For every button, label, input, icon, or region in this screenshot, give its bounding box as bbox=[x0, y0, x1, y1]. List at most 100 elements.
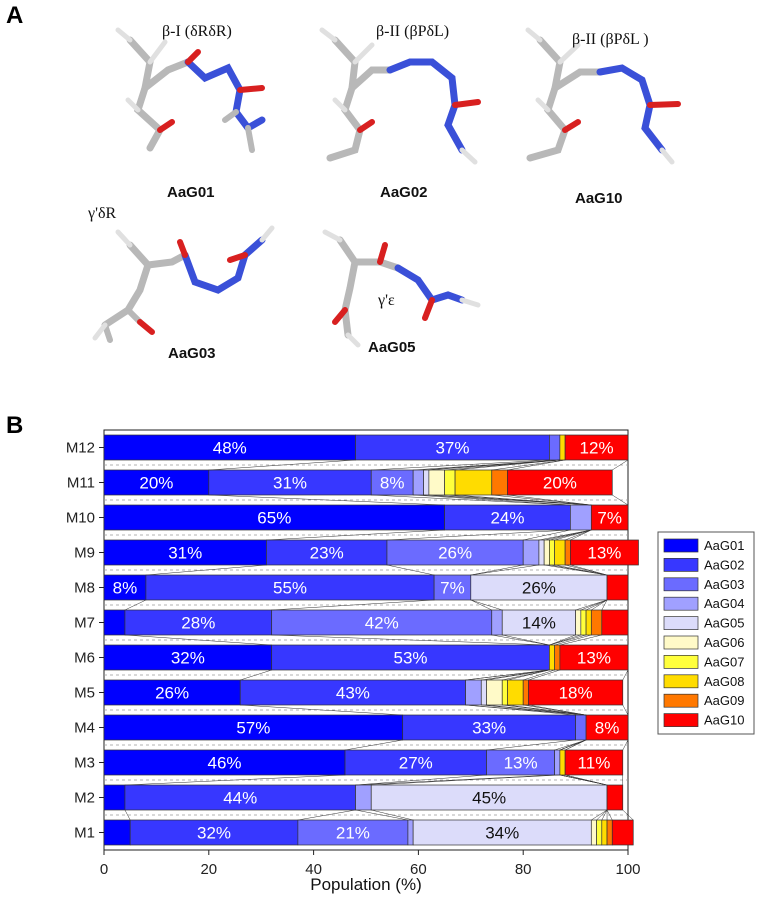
bar-segment-m2-aag10 bbox=[606, 784, 624, 811]
bar-segment-m7-aag05 bbox=[501, 609, 576, 636]
bar-segment-m4-aag03 bbox=[575, 714, 587, 741]
connector-line bbox=[240, 704, 403, 716]
bar-label-m6-aag02: 53% bbox=[394, 649, 428, 668]
bar-segment-m11-aag05 bbox=[423, 469, 430, 496]
panel-b-letter: B bbox=[6, 412, 24, 439]
bar-segment-m9-aag09 bbox=[564, 539, 571, 566]
connector-line bbox=[612, 459, 629, 471]
bar-segment-m11-aag10 bbox=[507, 469, 613, 496]
connector-line bbox=[297, 809, 356, 821]
y-tick-label-m6: M6 bbox=[74, 650, 95, 667]
connector-line bbox=[371, 459, 550, 471]
legend-swatch-aag03 bbox=[663, 577, 699, 592]
bar-label-m10-aag10: 7% bbox=[597, 509, 622, 528]
bar-segment-m7-aag07 bbox=[580, 609, 587, 636]
connector-line bbox=[145, 564, 267, 576]
connector-line bbox=[507, 704, 587, 716]
bar-segment-m8-aag10 bbox=[606, 574, 629, 601]
bar-segment-m9-aag05 bbox=[538, 539, 545, 566]
x-axis-ticks: 0 20 40 60 80 100 bbox=[100, 850, 641, 878]
connector-line bbox=[208, 459, 356, 471]
connector-line bbox=[470, 564, 524, 576]
bar-segment-m5-aag08 bbox=[507, 679, 524, 706]
connector-line bbox=[266, 529, 445, 541]
connector-line bbox=[554, 529, 592, 541]
bar-label-m9-aag01: 31% bbox=[168, 544, 202, 563]
legend-swatch-aag01 bbox=[663, 538, 699, 553]
bar-segment-m12-aag03 bbox=[549, 434, 561, 461]
bar-segment-m3-aag03 bbox=[486, 749, 555, 776]
bar-label-m7-aag02: 28% bbox=[181, 614, 215, 633]
x-tick-label-0: 0 bbox=[100, 861, 108, 878]
legend-label-aag10: AaG10 bbox=[704, 713, 744, 728]
legend-swatch-aag04 bbox=[663, 596, 699, 611]
bar-segment-m5-aag02 bbox=[239, 679, 466, 706]
bar-segment-m11-aag09 bbox=[491, 469, 508, 496]
bar-segment-m9-aag07 bbox=[549, 539, 555, 566]
connector-line bbox=[523, 669, 555, 681]
molecule-aag05 bbox=[322, 229, 481, 348]
connector-line bbox=[271, 599, 435, 611]
bar-label-m12-aag10: 12% bbox=[580, 439, 614, 458]
molecule-aag03 bbox=[92, 225, 275, 343]
molecule-structures: β-I (δRδR) AaG01 β-II (βPδL) AaG02 β-II … bbox=[87, 23, 681, 362]
connector-line bbox=[491, 634, 550, 646]
bar-label-m9-aag03: 26% bbox=[438, 544, 472, 563]
conformation-label-aag10: β-II (βPδL ) bbox=[572, 31, 649, 48]
bar-segment-m5-aag04 bbox=[465, 679, 482, 706]
bar-label-m12-aag02: 37% bbox=[435, 439, 469, 458]
connector-line bbox=[371, 809, 414, 821]
bar-label-m3-aag10: 11% bbox=[578, 754, 611, 773]
bar-label-m8-aag02: 55% bbox=[273, 579, 307, 598]
x-tick-label-60: 60 bbox=[410, 861, 427, 878]
connector-line bbox=[622, 669, 629, 681]
connector-line bbox=[606, 809, 613, 821]
bar-label-m10-aag01: 65% bbox=[257, 509, 291, 528]
bar-segment-m9-aag08 bbox=[554, 539, 566, 566]
bar-segment-m11-aag06 bbox=[428, 469, 445, 496]
plot-area bbox=[103, 429, 629, 851]
bar-label-m11-aag03: 8% bbox=[380, 474, 405, 493]
connector-line bbox=[486, 704, 587, 716]
bar-segment-m9-aag06 bbox=[543, 539, 550, 566]
x-tick-label-20: 20 bbox=[200, 861, 217, 878]
connector-line bbox=[491, 459, 566, 471]
bar-label-m8-aag03: 7% bbox=[440, 579, 465, 598]
bar-segment-m8-aag05 bbox=[470, 574, 608, 601]
connector-line bbox=[554, 739, 587, 751]
bar-label-m4-aag01: 57% bbox=[236, 719, 270, 738]
y-tick-label-m3: M3 bbox=[74, 755, 95, 772]
connector-line bbox=[355, 774, 487, 786]
molecule-aag10 bbox=[525, 27, 681, 165]
bar-segment-m8-aag01 bbox=[103, 574, 147, 601]
y-tick-label-m8: M8 bbox=[74, 580, 95, 597]
bar-segment-m11-aag08 bbox=[454, 469, 493, 496]
bar-segment-m1-aag03 bbox=[297, 819, 409, 846]
bar-segment-m1-aag07 bbox=[596, 819, 603, 846]
bar-segment-m11-aag03 bbox=[370, 469, 414, 496]
connector-lines bbox=[124, 459, 634, 821]
molecule-name-aag05: AaG05 bbox=[368, 339, 416, 356]
connector-line bbox=[124, 774, 346, 786]
bar-segment-m11-aag07 bbox=[444, 469, 456, 496]
bar-segment-m2-aag04 bbox=[355, 784, 372, 811]
x-tick-label-40: 40 bbox=[305, 861, 322, 878]
connector-line bbox=[591, 599, 608, 611]
bar-label-m11-aag01: 20% bbox=[139, 474, 173, 493]
connector-line bbox=[559, 634, 602, 646]
bar-label-m7-aag05: 14% bbox=[522, 614, 556, 633]
bar-segment-m9-aag01 bbox=[103, 539, 267, 566]
bar-segment-m1-aag01 bbox=[103, 819, 131, 846]
molecule-name-aag10: AaG10 bbox=[575, 190, 623, 207]
molecule-aag01 bbox=[115, 27, 266, 153]
connector-line bbox=[502, 634, 550, 646]
connector-line bbox=[470, 599, 503, 611]
bar-label-m7-aag03: 42% bbox=[365, 614, 399, 633]
connector-line bbox=[528, 704, 587, 716]
bar-segment-m2-aag01 bbox=[103, 784, 126, 811]
bar-label-m5-aag02: 43% bbox=[336, 684, 370, 703]
y-tick-label-m12: M12 bbox=[66, 440, 95, 457]
panel-a-letter: A bbox=[6, 2, 24, 29]
legend-label-aag03: AaG03 bbox=[704, 577, 744, 592]
bar-segment-m3-aag01 bbox=[103, 749, 346, 776]
